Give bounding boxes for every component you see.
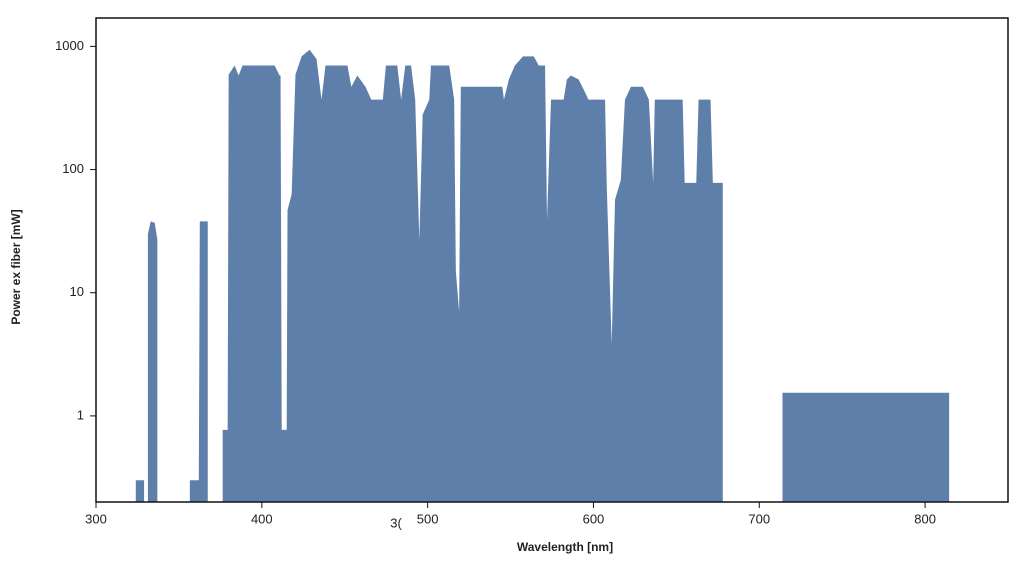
area [135, 49, 950, 502]
x-tick-label: 600 [583, 511, 605, 526]
plot-frame [95, 17, 1009, 503]
x-tick-label: 400 [251, 511, 273, 526]
y-tick-label: 100 [62, 161, 84, 176]
y-tick-label: 1000 [55, 38, 84, 53]
x-tick-label: 300 [85, 511, 107, 526]
x-tick-label: 500 [417, 511, 439, 526]
annotation: 3( [390, 515, 402, 530]
x-axis-label: Wavelength [nm] [517, 540, 613, 554]
y-tick-label: 10 [70, 284, 84, 299]
y-axis-label: Power ex fiber [mW] [9, 209, 23, 324]
x-tick-label: 800 [914, 511, 936, 526]
y-tick-label: 1 [77, 407, 84, 422]
x-tick-label: 700 [748, 511, 770, 526]
